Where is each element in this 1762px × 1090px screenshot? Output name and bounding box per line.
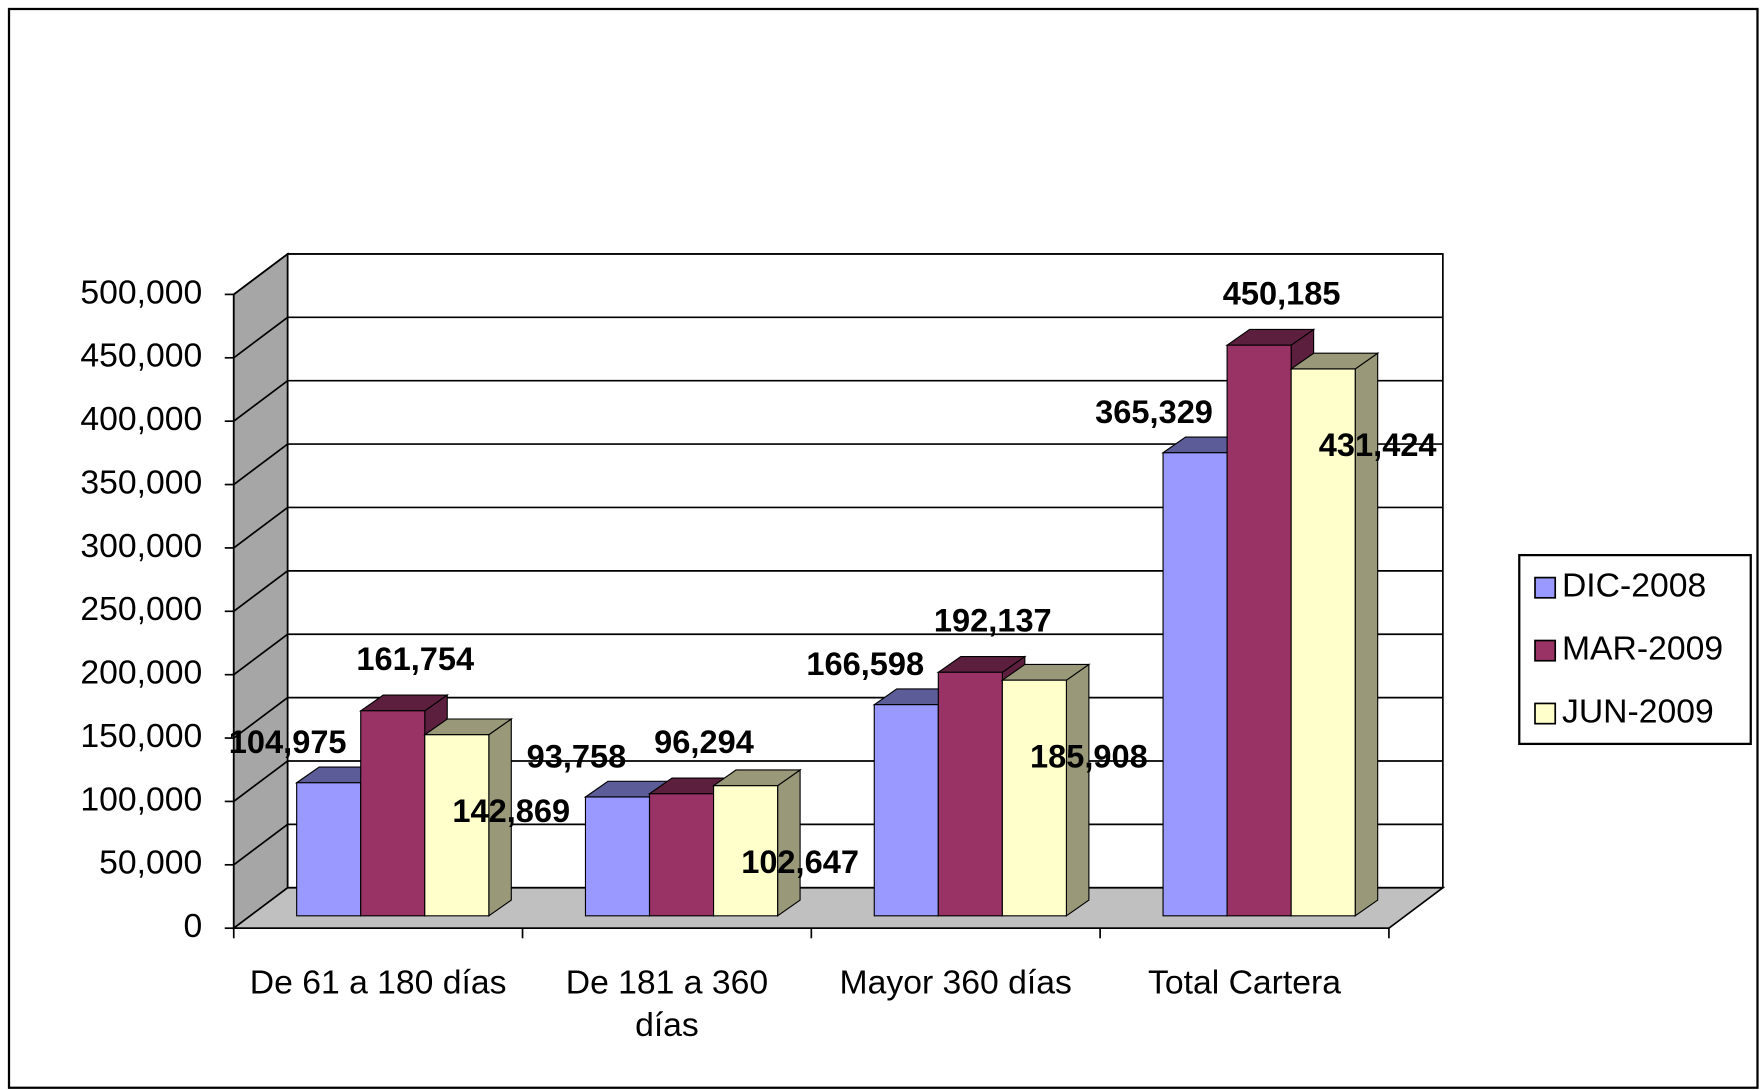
- legend-swatch: [1534, 576, 1557, 599]
- data-label: 161,754: [356, 641, 474, 677]
- bar: [1162, 452, 1228, 917]
- bar-side: [1065, 663, 1090, 917]
- legend-label: DIC-2008: [1562, 567, 1706, 605]
- data-label: 102,647: [741, 844, 859, 880]
- grid-line: [233, 760, 289, 803]
- y-tick-label: 200,000: [80, 654, 202, 692]
- grid-line: [233, 380, 289, 422]
- y-tick-label: 400,000: [80, 400, 202, 438]
- grid-line: [233, 570, 289, 612]
- y-tick-label: 450,000: [80, 337, 202, 375]
- data-label: 185,908: [1030, 738, 1148, 774]
- data-label: 365,329: [1095, 394, 1213, 430]
- y-tick-label: 500,000: [80, 273, 202, 311]
- grid-line: [233, 633, 289, 676]
- bar: [937, 671, 1003, 917]
- legend-swatch: [1534, 702, 1557, 725]
- y-tick-label: 100,000: [80, 780, 202, 818]
- grid-line: [233, 696, 289, 739]
- bar: [873, 704, 939, 917]
- data-label: 96,294: [654, 724, 754, 760]
- legend-label: MAR-2009: [1562, 630, 1723, 668]
- y-tick-label: 50,000: [99, 844, 202, 882]
- x-tick-label: Total Cartera: [1148, 963, 1341, 1001]
- bar: [1290, 368, 1356, 917]
- y-tick-label: 250,000: [80, 590, 202, 628]
- x-tick-label: De 181 a 360 días: [566, 963, 768, 1044]
- legend-swatch: [1534, 639, 1557, 662]
- data-label: 142,869: [452, 793, 570, 829]
- grid-line: [233, 823, 289, 866]
- data-label: 431,424: [1319, 427, 1437, 463]
- bar: [1001, 679, 1067, 917]
- data-label: 166,598: [806, 646, 924, 682]
- data-label: 93,758: [527, 738, 627, 774]
- grid-line: [233, 316, 289, 359]
- y-tick-label: 0: [184, 907, 203, 945]
- bar: [713, 785, 779, 917]
- bar: [296, 782, 362, 917]
- bar: [1226, 344, 1292, 917]
- x-tick-label: Mayor 360 días: [840, 963, 1072, 1001]
- grid-line: [233, 443, 289, 486]
- bar: [360, 710, 426, 917]
- y-tick-label: 150,000: [80, 717, 202, 755]
- grid-line: [233, 506, 289, 549]
- legend-label: JUN-2009: [1562, 692, 1714, 730]
- y-tick-label: 350,000: [80, 463, 202, 501]
- bar: [584, 796, 651, 917]
- data-label: 192,137: [934, 602, 1052, 638]
- bar-side: [777, 768, 801, 917]
- bar: [424, 734, 490, 917]
- data-label: 450,185: [1223, 275, 1341, 311]
- x-tick-label: De 61 a 180 días: [250, 963, 507, 1001]
- grid-line: [233, 253, 289, 296]
- legend: [1518, 553, 1752, 746]
- y-tick-label: 300,000: [80, 527, 202, 565]
- data-label: 104,975: [229, 724, 347, 760]
- bar: [648, 793, 715, 917]
